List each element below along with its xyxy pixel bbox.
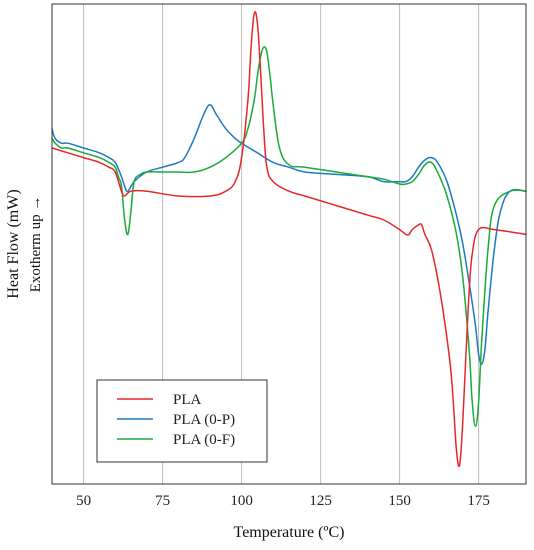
plot-frame (51, 3, 527, 485)
y-axis-title: Heat Flow (mW) (5, 189, 22, 298)
legend-box (96, 379, 268, 463)
legend: PLA PLA (0-P) PLA (0-F) (96, 379, 268, 463)
legend-entries: PLA PLA (0-P) PLA (0-F) (117, 392, 235, 448)
grid-lines (83, 4, 480, 484)
x-tick-label: 150 (388, 493, 411, 509)
series-line-pla (51, 11, 527, 468)
x-tick-label: 50 (76, 493, 91, 509)
legend-label: PLA (0-F) (173, 432, 235, 448)
x-tick-label: 125 (309, 493, 332, 509)
x-tick-labels: 50 75 100 125 150 175 (76, 493, 490, 509)
series-line-pla-0-p (51, 104, 527, 365)
legend-label: PLA (173, 392, 202, 408)
series-lines (51, 11, 527, 468)
x-tick-label: 100 (230, 493, 253, 509)
x-tick-label: 175 (467, 493, 490, 509)
y-axis-subtitle: Exotherm up → (28, 196, 44, 293)
series-line-pla-0-f (51, 46, 527, 428)
x-tick-label: 75 (155, 493, 170, 509)
legend-label: PLA (0-P) (173, 412, 235, 428)
x-axis-title: Temperature (ºC) (234, 524, 345, 541)
